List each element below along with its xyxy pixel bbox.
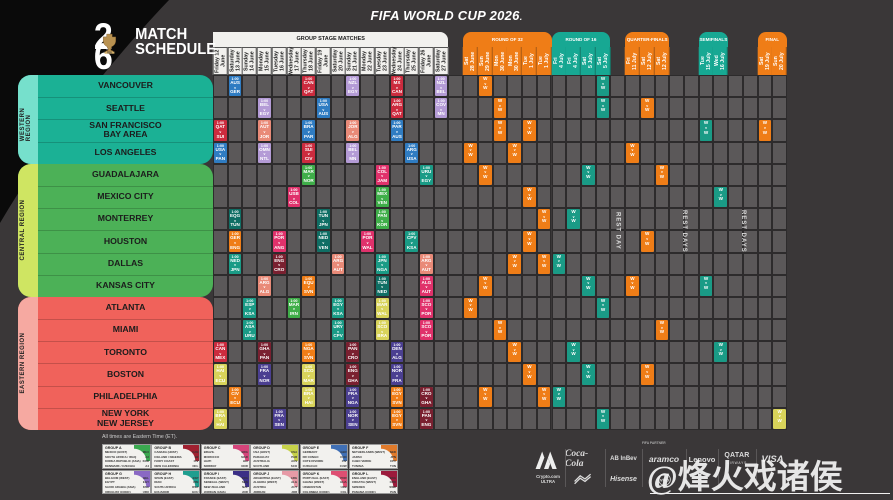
svg-text:FIFA: FIFA	[107, 51, 112, 54]
